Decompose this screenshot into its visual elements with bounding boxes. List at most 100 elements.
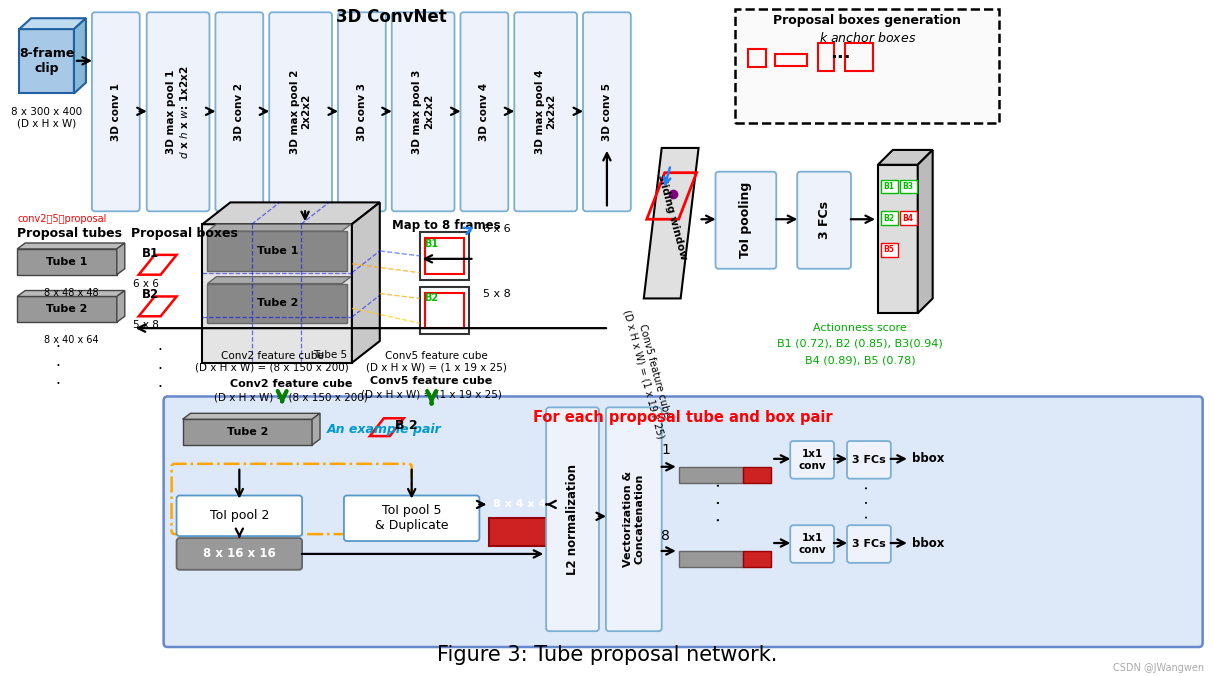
Text: ···: ··· bbox=[830, 49, 850, 67]
Text: 8 x 300 x 400
(D x H x W): 8 x 300 x 400 (D x H x W) bbox=[11, 107, 82, 129]
Text: ToI pool 5
& Duplicate: ToI pool 5 & Duplicate bbox=[375, 504, 449, 532]
Bar bbox=[735, 9, 1000, 123]
Text: Map to 8 frames: Map to 8 frames bbox=[392, 219, 501, 233]
Text: Actionness score: Actionness score bbox=[813, 323, 907, 333]
Text: conv2的5个proposal: conv2的5个proposal bbox=[17, 214, 107, 224]
Text: B3: B3 bbox=[902, 182, 913, 191]
Text: (D x H x W) = (1 x 19 x 25): (D x H x W) = (1 x 19 x 25) bbox=[361, 389, 502, 400]
Text: ·
·
·: · · · bbox=[158, 343, 163, 395]
FancyBboxPatch shape bbox=[164, 397, 1202, 647]
FancyBboxPatch shape bbox=[790, 525, 835, 563]
Text: ·  ·  ·: · · · bbox=[861, 485, 877, 518]
Bar bbox=[818, 43, 835, 71]
Polygon shape bbox=[207, 224, 351, 231]
Text: (D x H x W) = (8 x 150 x 200): (D x H x W) = (8 x 150 x 200) bbox=[215, 393, 368, 402]
Text: 5 x 8: 5 x 8 bbox=[132, 320, 159, 331]
Bar bbox=[182, 419, 312, 445]
FancyBboxPatch shape bbox=[847, 525, 890, 563]
Polygon shape bbox=[878, 165, 918, 313]
Text: B1: B1 bbox=[883, 182, 894, 191]
Text: 8 x 4 x 4: 8 x 4 x 4 bbox=[492, 500, 546, 510]
Text: 3D max pool 3
2x2x2: 3D max pool 3 2x2x2 bbox=[412, 70, 434, 154]
Text: 8-frame
clip: 8-frame clip bbox=[19, 47, 74, 75]
Text: Tube 2: Tube 2 bbox=[227, 427, 268, 437]
Polygon shape bbox=[644, 148, 699, 298]
Text: B4: B4 bbox=[902, 214, 913, 223]
Text: bbox: bbox bbox=[912, 537, 944, 550]
Bar bbox=[775, 54, 807, 66]
Text: bbox: bbox bbox=[912, 452, 944, 465]
Polygon shape bbox=[116, 291, 125, 322]
Text: B5: B5 bbox=[883, 245, 894, 254]
Bar bbox=[425, 293, 465, 328]
Text: ·  ·  ·: · · · bbox=[712, 481, 729, 522]
Text: Vectorization &
Concatenation: Vectorization & Concatenation bbox=[623, 471, 644, 567]
Text: Proposal tubes: Proposal tubes bbox=[17, 227, 123, 240]
Bar bbox=[420, 232, 469, 280]
Text: Figure 3: Tube proposal network.: Figure 3: Tube proposal network. bbox=[437, 645, 778, 665]
FancyBboxPatch shape bbox=[177, 496, 302, 536]
Polygon shape bbox=[17, 291, 125, 297]
Polygon shape bbox=[19, 18, 86, 29]
Bar bbox=[207, 231, 347, 270]
Text: 3D max pool 4
2x2x2: 3D max pool 4 2x2x2 bbox=[535, 70, 557, 154]
FancyBboxPatch shape bbox=[216, 12, 263, 212]
Text: 1x1
conv: 1x1 conv bbox=[798, 449, 826, 470]
Text: ToI pool 2: ToI pool 2 bbox=[210, 509, 269, 522]
Bar bbox=[207, 284, 347, 323]
Text: 5 x 8: 5 x 8 bbox=[484, 289, 511, 299]
Polygon shape bbox=[312, 413, 320, 445]
FancyBboxPatch shape bbox=[147, 12, 210, 212]
Text: 3 FCs: 3 FCs bbox=[852, 455, 885, 465]
Bar bbox=[17, 249, 116, 274]
Text: Tube 2: Tube 2 bbox=[256, 298, 298, 308]
Text: 3D max pool 2
2x2x2: 3D max pool 2 2x2x2 bbox=[290, 70, 312, 154]
Bar bbox=[678, 551, 744, 566]
Text: B2: B2 bbox=[142, 288, 159, 301]
Text: B2: B2 bbox=[423, 293, 438, 304]
Text: 6 x 6: 6 x 6 bbox=[132, 279, 159, 289]
Bar bbox=[881, 212, 898, 225]
FancyBboxPatch shape bbox=[847, 441, 890, 479]
Polygon shape bbox=[203, 202, 380, 224]
Text: Tube 5: Tube 5 bbox=[313, 350, 347, 360]
Bar bbox=[489, 518, 549, 546]
Text: 3D conv 2: 3D conv 2 bbox=[234, 82, 244, 141]
Polygon shape bbox=[17, 243, 125, 249]
FancyBboxPatch shape bbox=[461, 12, 508, 212]
Text: $k$ anchor boxes: $k$ anchor boxes bbox=[819, 31, 916, 45]
Text: 3D conv 3: 3D conv 3 bbox=[357, 82, 366, 141]
FancyBboxPatch shape bbox=[797, 172, 852, 269]
Polygon shape bbox=[918, 150, 933, 313]
Bar bbox=[744, 551, 771, 566]
Text: Conv2 feature cube: Conv2 feature cube bbox=[230, 379, 352, 389]
Polygon shape bbox=[878, 150, 933, 165]
Text: Tube 1: Tube 1 bbox=[256, 246, 298, 256]
Bar bbox=[203, 224, 352, 363]
Text: 3D conv 1: 3D conv 1 bbox=[110, 82, 121, 141]
Text: 1: 1 bbox=[661, 443, 670, 457]
Text: 8: 8 bbox=[661, 529, 670, 543]
Text: B 2: B 2 bbox=[394, 418, 417, 432]
FancyBboxPatch shape bbox=[269, 12, 332, 212]
Polygon shape bbox=[182, 413, 320, 419]
Bar bbox=[17, 297, 116, 322]
Text: 3 FCs: 3 FCs bbox=[852, 539, 885, 549]
FancyBboxPatch shape bbox=[92, 12, 139, 212]
Text: 8 x 16 x 16: 8 x 16 x 16 bbox=[203, 548, 275, 560]
FancyBboxPatch shape bbox=[344, 496, 479, 541]
Text: B2: B2 bbox=[883, 214, 894, 223]
Bar bbox=[881, 180, 898, 193]
Text: 3D conv 5: 3D conv 5 bbox=[602, 82, 611, 141]
Text: 3D max pool 1
$d$ x $h$ x $w$: 1x2x2: 3D max pool 1 $d$ x $h$ x $w$: 1x2x2 bbox=[166, 65, 190, 158]
Bar bbox=[900, 212, 917, 225]
Text: Tube 1: Tube 1 bbox=[46, 257, 87, 267]
Text: sliding window: sliding window bbox=[656, 174, 689, 261]
Text: Conv2 feature cube
(D x H x W) = (8 x 150 x 200): Conv2 feature cube (D x H x W) = (8 x 15… bbox=[195, 351, 349, 372]
Text: B1: B1 bbox=[142, 247, 159, 260]
Polygon shape bbox=[116, 243, 125, 274]
Bar bbox=[420, 287, 469, 334]
Text: 8 x 40 x 64: 8 x 40 x 64 bbox=[44, 335, 98, 345]
Text: L2 normalization: L2 normalization bbox=[566, 464, 579, 575]
Text: B4 (0.89), B5 (0.78): B4 (0.89), B5 (0.78) bbox=[804, 356, 916, 366]
